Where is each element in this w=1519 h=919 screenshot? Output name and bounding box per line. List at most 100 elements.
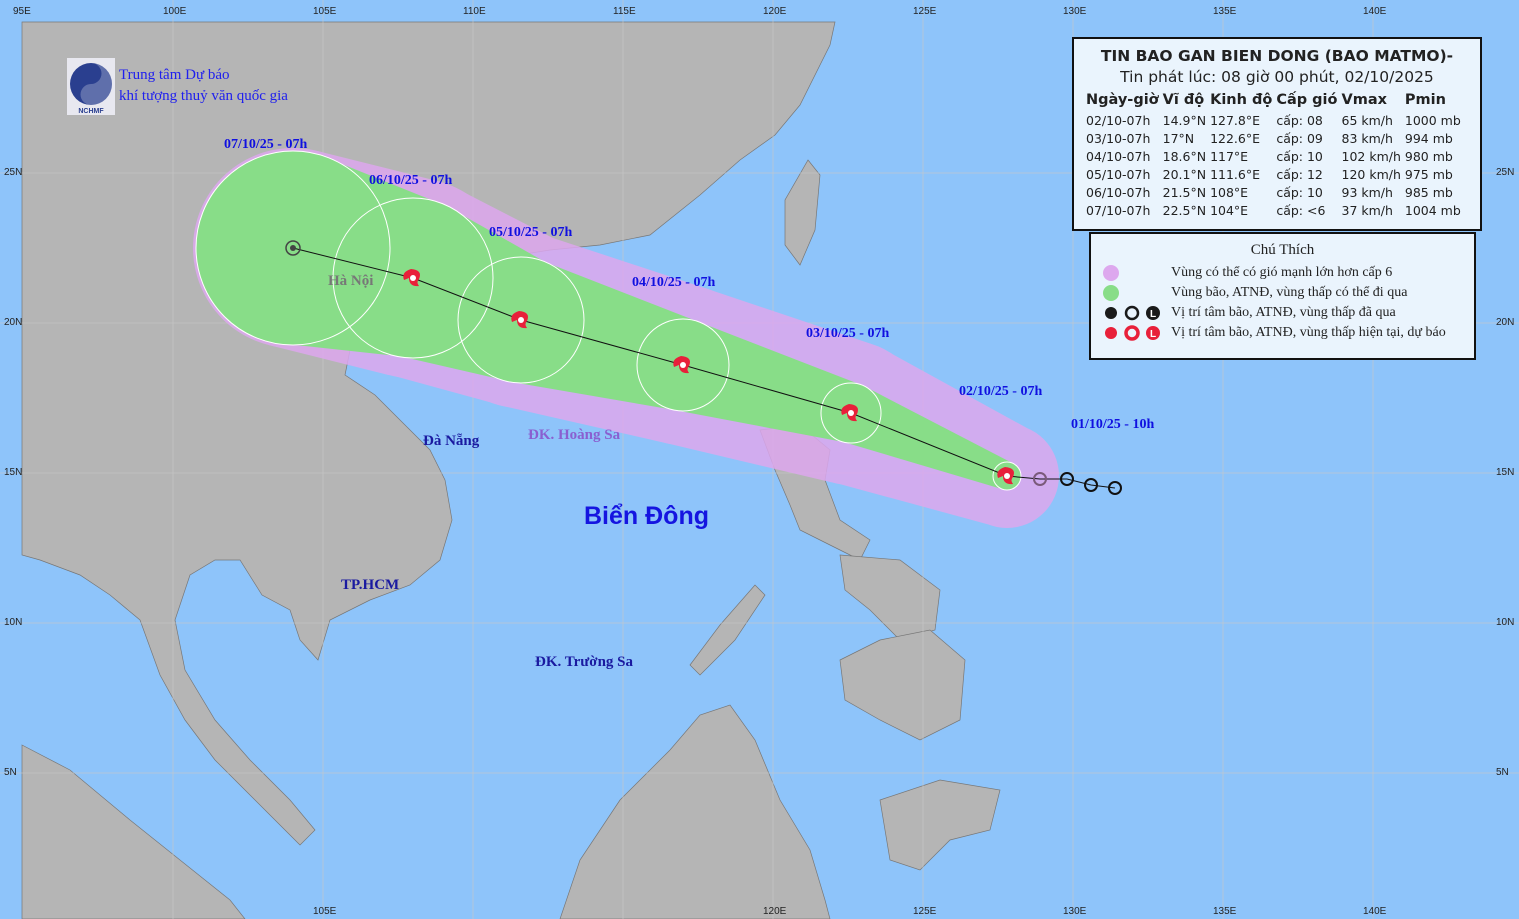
low-pressure-icon[interactable] <box>285 240 301 256</box>
forecast-date-label: 07/10/25 - 07h <box>224 137 308 152</box>
forecast-circle <box>457 256 585 384</box>
legend-item-forecast: L Vị trí tâm bão, ATNĐ, vùng thấp hiện tạ… <box>1103 323 1446 343</box>
table-cell: cấp: 08 <box>1276 112 1323 128</box>
table-cell: 104°E <box>1210 202 1249 218</box>
legend-item-past: L Vị trí tâm bão, ATNĐ, vùng thấp đã qua <box>1103 303 1396 323</box>
table-cell: 04/10-07h <box>1086 148 1151 164</box>
lat-tick-left: 25N <box>4 167 23 178</box>
lat-tick-left: 5N <box>4 767 17 778</box>
forecast-circle <box>820 382 882 444</box>
forecast-circle <box>636 318 730 412</box>
lon-tick-bottom: 120E <box>763 906 787 917</box>
table-cell: 83 km/h <box>1341 130 1393 146</box>
storm-symbol-icon[interactable] <box>997 467 1014 485</box>
table-cell: 03/10-07h <box>1086 130 1151 146</box>
past-position-marker[interactable] <box>1033 472 1047 486</box>
lat-tick-left: 15N <box>4 467 23 478</box>
table-cell: cấp: 10 <box>1276 184 1323 200</box>
table-cell: 65 km/h <box>1341 112 1393 128</box>
table-cell: 108°E <box>1210 184 1249 200</box>
past-symbols-icon: L <box>1103 305 1171 321</box>
legend-item-storm-zone: Vùng bão, ATNĐ, vùng thấp có thể đi qua <box>1103 283 1407 303</box>
table-cell: 17°N <box>1162 130 1195 146</box>
table-cell: 980 mb <box>1404 148 1453 164</box>
table-cell: cấp: <6 <box>1276 202 1326 218</box>
forecast-date-label: 04/10/25 - 07h <box>632 275 716 290</box>
legend-item-wind-zone: Vùng có thể có gió mạnh lớn hơn cấp 6 <box>1103 263 1392 283</box>
table-row: 07/10-07h 22.5°N 104°E cấp: <6 37 km/h 1004 m… <box>1084 201 1463 219</box>
forecast-circle <box>195 150 391 346</box>
lat-tick-right: 25N <box>1496 167 1515 178</box>
table-cell: 975 mb <box>1404 166 1453 182</box>
lon-tick-bottom: 140E <box>1363 906 1387 917</box>
lat-tick-left: 20N <box>4 317 23 328</box>
lon-tick-top: 135E <box>1213 6 1237 17</box>
table-header: Vmax <box>1341 92 1387 108</box>
lat-tick-right: 20N <box>1496 317 1515 328</box>
table-row: 02/10-07h 14.9°N 127.8°E cấp: 08 65 km/h 1000… <box>1084 111 1463 129</box>
table-cell: 994 mb <box>1404 130 1453 146</box>
lon-tick-top: 140E <box>1363 6 1387 17</box>
table-cell: 117°E <box>1210 148 1249 164</box>
lon-tick-top: 120E <box>763 6 787 17</box>
table-row: 04/10-07h 18.6°N 117°E cấp: 10 102 km/h 980 m… <box>1084 147 1463 165</box>
lon-tick-top: 130E <box>1063 6 1087 17</box>
table-header: Ngày-giờ <box>1086 92 1159 108</box>
storm-symbol-icon[interactable] <box>673 356 690 374</box>
lon-tick-top: 110E <box>463 6 486 17</box>
lon-tick-top: 95E <box>13 6 31 17</box>
land-taiwan <box>784 159 821 266</box>
storm-info-panel: TIN BAO GAN BIEN DONG (BAO MATMO)- Tin p… <box>1072 37 1482 231</box>
place-hanoi: Hà Nội <box>328 273 374 289</box>
table-cell: 22.5°N <box>1162 202 1207 218</box>
lat-tick-right: 5N <box>1496 767 1509 778</box>
past-position-marker[interactable] <box>1084 478 1098 492</box>
table-cell: 985 mb <box>1404 184 1453 200</box>
nchmf-logo: NCHMF <box>67 58 115 115</box>
info-title: TIN BAO GAN BIEN DONG (BAO MATMO)- <box>1100 47 1454 65</box>
table-row: 06/10-07h 21.5°N 108°E cấp: 10 93 km/h 985 mb <box>1084 183 1463 201</box>
table-header: Kinh độ <box>1210 92 1273 108</box>
info-issued: Tin phát lúc: 08 giờ 00 phút, 02/10/2025 <box>1120 68 1434 86</box>
lon-tick-bottom: 125E <box>913 906 937 917</box>
table-cell: 127.8°E <box>1210 112 1261 128</box>
forecast-date-label: 03/10/25 - 07h <box>806 326 890 341</box>
legend-title: Chú Thích <box>1250 242 1315 258</box>
lon-tick-top: 105E <box>313 6 337 17</box>
lon-tick-top: 125E <box>913 6 937 17</box>
lon-tick-top: 115E <box>613 6 636 17</box>
table-row: 05/10-07h 20.1°N 111.6°E cấp: 12 120 km/h 975… <box>1084 165 1463 183</box>
past-position-marker[interactable] <box>1108 481 1122 495</box>
place-truongsa: ĐK. Trường Sa <box>535 654 634 670</box>
lat-tick-right: 15N <box>1496 467 1515 478</box>
table-cell: 05/10-07h <box>1086 166 1151 182</box>
track-line <box>292 247 1116 489</box>
legend-panel: Chú Thích Vùng có thể có gió mạnh lớn hơ… <box>1089 232 1476 360</box>
lon-tick-bottom: 130E <box>1063 906 1087 917</box>
table-cell: 07/10-07h <box>1086 202 1151 218</box>
land-sumatra <box>21 744 246 919</box>
green-circle-icon <box>1103 285 1119 301</box>
lon-tick-top: 100E <box>163 6 187 17</box>
land-palawan <box>689 584 766 676</box>
table-cell: 14.9°N <box>1162 112 1207 128</box>
forecast-circle <box>992 461 1022 491</box>
storm-symbol-icon[interactable] <box>403 269 420 287</box>
place-danang: Đà Nẵng <box>423 433 480 449</box>
land-sulawesi <box>879 779 1001 871</box>
lat-tick-right: 10N <box>1496 617 1515 628</box>
storm-symbol-icon[interactable] <box>511 311 528 329</box>
table-cell: cấp: 10 <box>1276 148 1323 164</box>
table-cell: 122.6°E <box>1210 130 1261 146</box>
table-cell: cấp: 09 <box>1276 130 1323 146</box>
table-cell: 02/10-07h <box>1086 112 1151 128</box>
table-cell: 06/10-07h <box>1086 184 1151 200</box>
org-line1: Trung tâm Dự báo <box>119 67 230 83</box>
table-row: 03/10-07h 17°N 122.6°E cấp: 09 83 km/h 994 mb <box>1084 129 1463 147</box>
past-position-marker[interactable] <box>1060 472 1074 486</box>
forecast-symbols-icon: L <box>1103 325 1171 341</box>
table-cell: 93 km/h <box>1341 184 1393 200</box>
storm-symbol-icon[interactable] <box>841 404 858 422</box>
table-cell: 1000 mb <box>1404 112 1461 128</box>
sea-name: Biển Đông <box>584 502 709 530</box>
